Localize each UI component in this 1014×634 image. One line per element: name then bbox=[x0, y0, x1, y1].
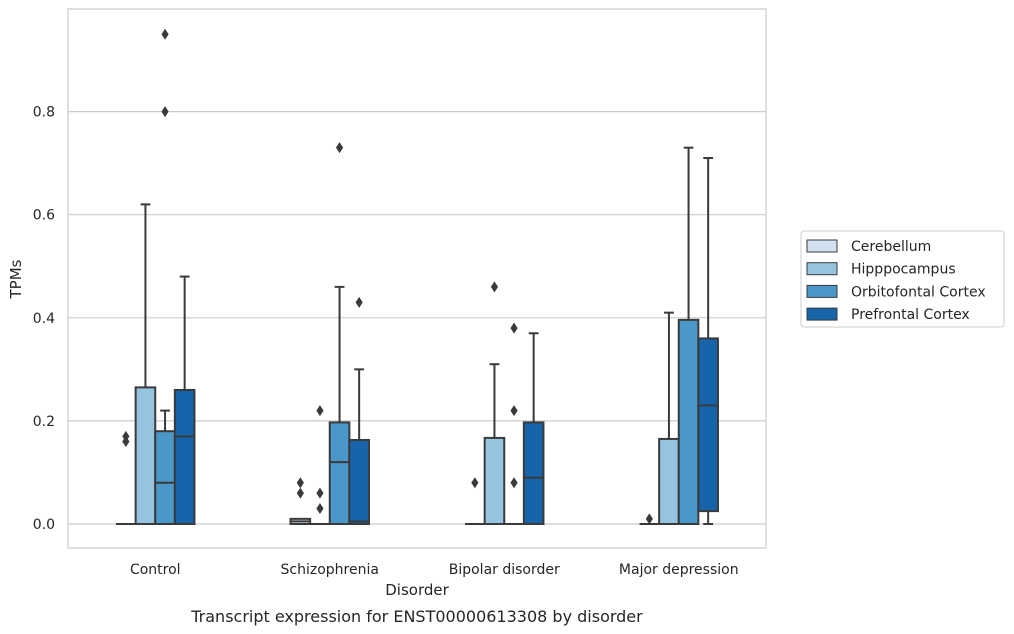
box-prefrontal-cortex bbox=[697, 156, 719, 525]
outlier-point bbox=[335, 142, 344, 154]
legend-label: Orbitofontal Cortex bbox=[851, 284, 986, 300]
legend-frame bbox=[800, 230, 1005, 328]
outlier-point bbox=[355, 296, 363, 308]
box-orbitofontal-cortex bbox=[154, 28, 176, 525]
legend-item: Prefrontal Cortex bbox=[806, 307, 970, 323]
legend: Cerebellum Hipppocampus Orbitofontal Corte… bbox=[800, 230, 1005, 328]
box-prefrontal-cortex bbox=[173, 275, 196, 525]
y-tick-label: 0.0 bbox=[33, 517, 55, 533]
box-cerebellum bbox=[465, 477, 485, 525]
box-orbitofontal-cortex bbox=[328, 142, 351, 525]
box-hipppocampus bbox=[483, 281, 506, 525]
box-cerebellum bbox=[289, 477, 312, 525]
outlier-point bbox=[296, 477, 304, 489]
box-hipppocampus bbox=[310, 405, 330, 525]
outlier-point bbox=[122, 430, 130, 442]
legend-label: Hipppocampus bbox=[851, 262, 956, 278]
y-tick-label: 0.4 bbox=[33, 311, 55, 327]
box-orbitofontal-cortex bbox=[677, 146, 700, 525]
x-tick-label: Major depression bbox=[619, 562, 739, 578]
box-body bbox=[134, 386, 157, 525]
box-cerebellum bbox=[639, 513, 660, 525]
box-body bbox=[348, 438, 370, 526]
box-body bbox=[697, 337, 719, 513]
plot-area-frame bbox=[67, 8, 767, 549]
outlier-point bbox=[645, 513, 653, 525]
legend-label: Cerebellum bbox=[851, 239, 931, 255]
box-plot-boxes bbox=[116, 28, 719, 526]
figure-caption: Transcript expression for ENST0000061330… bbox=[190, 607, 643, 626]
box-body bbox=[173, 388, 196, 525]
box-prefrontal-cortex bbox=[348, 296, 370, 526]
box-cerebellum bbox=[116, 430, 136, 525]
x-tick-label: Bipolar disorder bbox=[449, 562, 560, 578]
outlier-point bbox=[296, 487, 304, 499]
y-tick-label: 0.2 bbox=[33, 414, 55, 430]
outlier-point bbox=[510, 322, 518, 334]
box-body bbox=[483, 436, 506, 525]
x-tick-label: Schizophrenia bbox=[281, 562, 379, 578]
outlier-point bbox=[471, 477, 479, 489]
legend-label: Prefrontal Cortex bbox=[851, 307, 970, 323]
x-tick-labels: Control Schizophrenia Bipolar disorder Majo… bbox=[130, 562, 739, 578]
box-body bbox=[522, 421, 545, 525]
outlier-point bbox=[490, 281, 499, 293]
outlier-point bbox=[161, 28, 169, 40]
box-body bbox=[677, 318, 700, 525]
x-axis-label: Disorder bbox=[385, 581, 449, 599]
box-body bbox=[154, 430, 176, 525]
y-axis-label: TPMs bbox=[7, 259, 25, 299]
legend-swatch bbox=[806, 284, 838, 298]
box-prefrontal-cortex bbox=[522, 332, 545, 525]
outlier-point bbox=[510, 477, 518, 489]
y-tick-label: 0.6 bbox=[33, 208, 55, 224]
outlier-point bbox=[316, 503, 324, 515]
x-tick-label: Control bbox=[130, 562, 181, 578]
outlier-point bbox=[316, 487, 324, 499]
legend-swatch bbox=[806, 239, 838, 253]
y-tick-label: 0.8 bbox=[33, 105, 55, 121]
legend-swatch bbox=[806, 307, 838, 321]
box-hipppocampus bbox=[658, 311, 680, 526]
legend-item: Hipppocampus bbox=[806, 262, 956, 278]
outlier-point bbox=[161, 106, 169, 118]
legend-item: Orbitofontal Cortex bbox=[806, 284, 986, 300]
y-tick-labels: 0.0 0.2 0.4 0.6 0.8 bbox=[33, 105, 55, 533]
legend-item: Cerebellum bbox=[806, 239, 931, 255]
box-hipppocampus bbox=[134, 203, 157, 525]
outlier-point bbox=[510, 405, 518, 417]
legend-swatch bbox=[806, 262, 838, 276]
outlier-point bbox=[316, 405, 324, 417]
box-orbitofontal-cortex bbox=[504, 322, 524, 525]
box-body bbox=[328, 421, 351, 525]
box-body bbox=[658, 437, 680, 526]
